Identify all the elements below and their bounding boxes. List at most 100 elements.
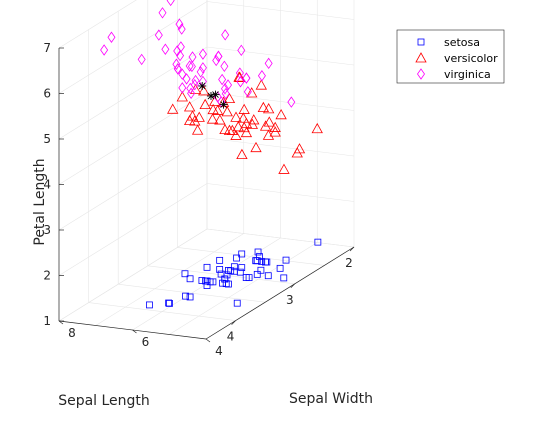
- versicolor-point: [238, 121, 250, 133]
- back-wall-grid-line: [58, 228, 208, 322]
- setosa-point: [256, 253, 263, 260]
- virginica-point: [287, 96, 296, 108]
- setosa-point: [230, 267, 238, 275]
- versicolor-point: [238, 103, 250, 114]
- virginica-point: [161, 43, 170, 55]
- virginica-point: [176, 49, 185, 62]
- versicolor-point: [263, 116, 275, 127]
- setosa-point: [254, 248, 262, 256]
- virginica-point: [198, 48, 207, 60]
- virginica-point: [137, 53, 146, 66]
- z-tick-label: 1: [43, 314, 51, 328]
- virginica-point: [257, 70, 266, 82]
- versicolor-point: [248, 114, 260, 125]
- y-tick-label: 3: [286, 293, 294, 307]
- setosa-point: [282, 256, 290, 264]
- setosa-point: [202, 277, 209, 285]
- legend-box: [396, 29, 505, 84]
- setosa-point: [203, 263, 211, 271]
- virginica-point: [187, 60, 196, 73]
- versicolor-point: [233, 71, 245, 82]
- cluster-mean-marker: [219, 100, 228, 109]
- setosa-point: [186, 275, 194, 283]
- virginica-point: [191, 74, 200, 87]
- setosa-point: [280, 274, 288, 282]
- y-tick-mark: [349, 246, 355, 252]
- cluster-mean-marker: [198, 81, 207, 90]
- setosa-point: [252, 257, 260, 265]
- versicolor-point: [214, 114, 226, 125]
- setosa-point: [236, 268, 244, 276]
- legend-marker-versicolor: [415, 52, 427, 63]
- versicolor-point: [211, 104, 224, 115]
- versicolor-point: [207, 103, 219, 115]
- annotation-cluster-mean: [198, 81, 228, 109]
- versicolor-point: [250, 141, 262, 153]
- series-versicolor: [167, 71, 323, 174]
- setosa-point: [238, 264, 246, 272]
- versicolor-point: [240, 126, 253, 138]
- axes: [58, 47, 355, 343]
- legend-marker-setosa: [417, 38, 425, 46]
- versicolor-point: [193, 111, 205, 122]
- setosa-point: [186, 293, 194, 301]
- z-tick-label: 6: [43, 87, 51, 101]
- setosa-point: [230, 263, 238, 271]
- virginica-point: [172, 58, 181, 70]
- versicolor-point: [246, 87, 258, 98]
- versicolor-point: [183, 101, 196, 112]
- virginica-point: [218, 73, 227, 86]
- back-wall-grid-line: [58, 183, 208, 276]
- virginica-point: [178, 82, 187, 94]
- legend-label-versicolor: versicolor: [444, 52, 498, 65]
- virginica-point: [158, 7, 167, 19]
- side-wall-grid-line: [206, 46, 355, 66]
- setosa-point: [261, 258, 269, 266]
- versicolor-point: [223, 92, 236, 104]
- versicolor-point: [311, 122, 323, 134]
- setosa-point: [221, 275, 229, 283]
- versicolor-point: [269, 126, 281, 137]
- virginica-point: [236, 76, 245, 88]
- floor-grid-line: [118, 283, 266, 303]
- virginica-point: [186, 82, 195, 95]
- floor-grid-line: [147, 265, 295, 285]
- virginica-point: [264, 57, 273, 70]
- setosa-point: [276, 264, 284, 272]
- x-axis-label: Sepal Length: [58, 393, 150, 409]
- versicolor-point: [183, 114, 196, 126]
- setosa-point: [227, 267, 235, 275]
- versicolor-point: [199, 98, 211, 110]
- setosa-point: [216, 256, 224, 264]
- cluster-mean-marker: [206, 92, 215, 101]
- virginica-point: [196, 66, 205, 78]
- virginica-point: [188, 51, 197, 63]
- virginica-point: [214, 50, 223, 63]
- y-axis-line: [205, 246, 355, 340]
- back-wall-grid-line: [58, 46, 208, 140]
- x-tick-label: 4: [215, 344, 223, 358]
- setosa-point: [225, 266, 232, 274]
- x-tick-mark: [58, 320, 64, 325]
- virginica-point: [220, 83, 229, 95]
- side-wall-grid-line: [206, 92, 355, 111]
- x-tick-label: 8: [68, 326, 76, 340]
- setosa-point: [261, 258, 269, 266]
- y-tick-label: 2: [345, 256, 353, 270]
- side-wall-grid-line: [206, 1, 355, 20]
- setosa-point: [242, 274, 250, 281]
- versicolor-point: [236, 148, 248, 160]
- floor-grid-line: [88, 302, 236, 321]
- setosa-point: [238, 250, 246, 258]
- z-tick-label: 2: [43, 269, 51, 283]
- versicolor-point: [230, 111, 242, 122]
- versicolor-point: [278, 163, 290, 174]
- z-tick-label: 4: [43, 178, 51, 192]
- virginica-point: [100, 44, 109, 56]
- setosa-point: [216, 266, 224, 273]
- setosa-point: [264, 272, 272, 280]
- setosa-point: [181, 270, 189, 278]
- virginica-point: [235, 67, 244, 79]
